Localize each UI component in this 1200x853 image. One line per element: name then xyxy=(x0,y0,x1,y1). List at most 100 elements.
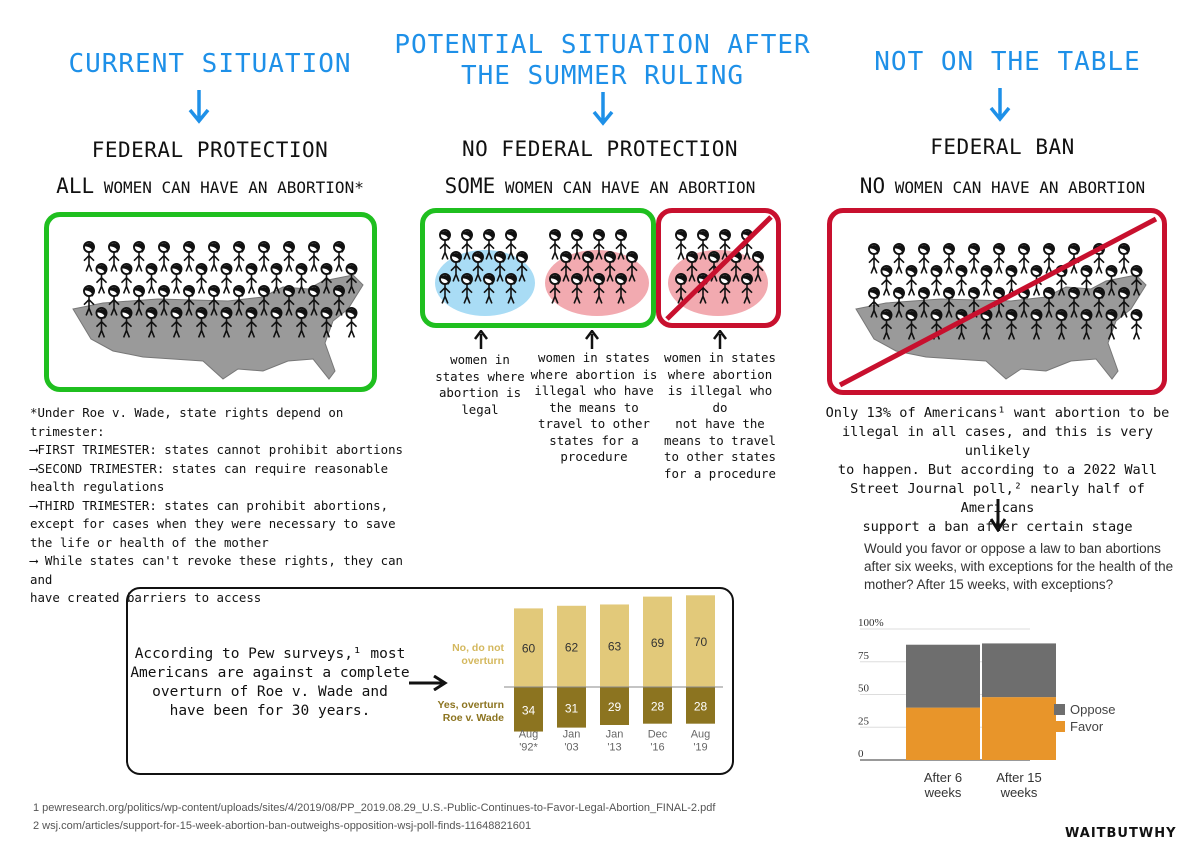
woman-figure xyxy=(1018,243,1030,274)
pew-tick-label: Aug xyxy=(519,729,539,741)
woman-figure xyxy=(283,241,295,272)
federal-protection-title: FEDERAL PROTECTION xyxy=(91,138,329,162)
some-women-subtitle: SOME WOMEN CAN HAVE AN ABORTION xyxy=(444,174,756,198)
pew-tick-label: '16 xyxy=(650,742,664,754)
wsj-bar-favor xyxy=(906,707,980,760)
all-women-subtitle: ALL WOMEN CAN HAVE AN ABORTION* xyxy=(56,174,364,198)
woman-figure xyxy=(120,263,133,294)
woman-figure xyxy=(258,285,270,316)
woman-figure xyxy=(494,251,506,282)
pew-tick-label: '13 xyxy=(607,742,621,754)
wsj-poll-question: Would you favor or oppose a law to ban a… xyxy=(864,541,1174,592)
woman-figure xyxy=(1043,243,1055,274)
pew-label-no: 60 xyxy=(522,642,536,656)
woman-figure xyxy=(208,241,220,272)
woman-figure xyxy=(549,229,561,260)
woman-figure xyxy=(880,309,893,340)
woman-figure xyxy=(571,229,583,260)
woman-figure xyxy=(604,251,616,282)
down-arrow-icon xyxy=(989,88,1011,122)
up-arrow-icon xyxy=(713,330,727,349)
woman-figure xyxy=(208,285,220,316)
caption-can-travel: women in states where abortion is illega… xyxy=(530,350,658,464)
wsj-tick-label: 25 xyxy=(858,715,870,727)
pew-label-yes: 28 xyxy=(694,699,708,713)
woman-figure xyxy=(158,285,170,316)
up-arrow-icon xyxy=(474,330,488,349)
woman-figure xyxy=(439,273,451,304)
woman-figure xyxy=(245,263,258,294)
woman-figure xyxy=(145,307,158,338)
pew-label-yes: 31 xyxy=(565,701,579,715)
current-situation-frame xyxy=(44,212,377,392)
pew-tick-label: '92* xyxy=(519,742,538,754)
wsj-legend-swatch xyxy=(1054,721,1065,732)
down-arrow-icon xyxy=(188,90,210,124)
woman-figure xyxy=(1068,287,1080,318)
woman-figure xyxy=(245,307,258,338)
woman-figure xyxy=(1030,309,1043,340)
footnote-1: 1 pewresearch.org/politics/wp-content/up… xyxy=(33,802,716,814)
woman-figure xyxy=(615,229,627,260)
woman-figure xyxy=(220,263,233,294)
woman-figure xyxy=(905,309,918,340)
woman-figure xyxy=(968,243,980,274)
woman-figure xyxy=(1130,309,1143,340)
pew-bar-no xyxy=(514,608,543,687)
woman-figure xyxy=(1080,309,1093,340)
woman-figure xyxy=(95,307,108,338)
no-women-subtitle: NO WOMEN CAN HAVE AN ABORTION xyxy=(859,174,1146,198)
pew-legend-yes: Yes, overturn xyxy=(437,699,504,711)
woman-figure xyxy=(170,263,183,294)
pew-tick-label: Aug xyxy=(691,729,711,741)
crossed-slash-line xyxy=(665,215,773,321)
woman-figure xyxy=(1043,287,1055,318)
wsj-tick-label: 50 xyxy=(858,683,870,695)
not-on-table-heading: NOT ON THE TABLE xyxy=(874,47,1141,77)
woman-figure xyxy=(1130,265,1143,296)
women-groups-illustration xyxy=(435,229,649,316)
pew-bar-no xyxy=(643,596,672,687)
woman-figure xyxy=(270,307,283,338)
woman-figure xyxy=(593,273,605,304)
woman-figure xyxy=(615,273,627,304)
woman-figure xyxy=(95,263,108,294)
woman-figure xyxy=(593,229,605,260)
crossed-us-map-illustration xyxy=(838,216,1158,388)
pew-bar-no xyxy=(557,605,586,687)
woman-figure xyxy=(686,251,698,282)
pew-survey-panel: According to Pew surveys,¹ most American… xyxy=(126,587,734,775)
pew-bar-no xyxy=(686,595,715,687)
no-federal-protection-title: NO FEDERAL PROTECTION xyxy=(461,137,738,161)
woman-figure xyxy=(158,241,170,272)
woman-figure xyxy=(472,251,484,282)
woman-figure xyxy=(295,263,308,294)
wsj-tick-label: 100% xyxy=(858,617,884,629)
woman-figure xyxy=(697,229,709,260)
ban-slash-line xyxy=(838,216,1158,388)
pew-label-no: 62 xyxy=(565,640,579,654)
wsj-bar-oppose xyxy=(982,643,1056,698)
right-arrow-icon xyxy=(409,675,448,691)
woman-figure xyxy=(220,307,233,338)
woman-figure xyxy=(295,307,308,338)
caption-cannot-travel: women in states where abortion is illega… xyxy=(664,350,776,481)
wsj-tick-label: 0 xyxy=(858,748,864,760)
pew-bar-yes xyxy=(600,687,629,725)
woman-figure xyxy=(183,241,195,272)
current-situation-heading: CURRENT SITUATION xyxy=(68,49,352,79)
woman-figure xyxy=(108,285,120,316)
wsj-category-label: weeks xyxy=(924,785,962,800)
caption-legal-states: women in states where abortion is legal xyxy=(435,352,525,417)
crossed-women-group-illustration xyxy=(665,215,773,321)
woman-figure xyxy=(980,309,993,340)
pew-tick-label: '03 xyxy=(564,742,578,754)
woman-figure xyxy=(1068,243,1080,274)
woman-figure xyxy=(333,241,345,272)
woman-figure xyxy=(170,307,183,338)
woman-figure xyxy=(582,251,594,282)
pew-bar-no xyxy=(600,604,629,687)
woman-figure xyxy=(505,273,517,304)
woman-figure xyxy=(439,229,451,260)
